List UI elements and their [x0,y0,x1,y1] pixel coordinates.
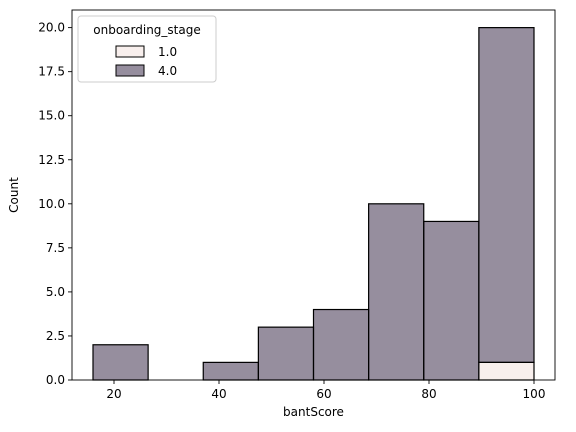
bars-layer [92,27,535,381]
legend-swatch-series-1 [115,45,145,58]
x-tick-label: 80 [421,387,436,401]
axes-layer: 20 40 60 80 100 0.0 2.5 5.0 7.5 10.0 12.5 15.0 17.5 2… [38,9,556,401]
bar-series-2-bin-1 [92,344,149,381]
x-axis-label: bantScore [283,405,344,419]
y-tick-label: 2.5 [46,329,65,343]
x-tick-label: 20 [106,387,121,401]
y-axis-label: Count [7,177,21,213]
bar-series-2-bin-3 [202,361,259,381]
plot-frame [71,9,556,381]
y-tick-label: 0.0 [46,373,65,387]
legend-swatch-series-2 [115,64,145,77]
legend-title: onboarding_stage [93,23,200,37]
bar-series-2-bin-7 [423,220,480,381]
y-tick-label: 17.5 [38,65,65,79]
legend-label-series-2: 4.0 [158,64,177,78]
x-tick-label: 100 [523,387,546,401]
bar-series-2-bin-4 [257,326,315,381]
bar-series-2-bin-6 [368,203,425,381]
bar-series-2-bin-5 [312,308,370,381]
y-tick-label: 5.0 [46,285,65,299]
x-tick-label: 60 [316,387,331,401]
legend-label-series-1: 1.0 [158,45,177,59]
x-tick-label: 40 [211,387,226,401]
legend-box [77,15,217,83]
bar-series-1-bin-8 [478,361,535,381]
y-tick-label: 12.5 [38,153,65,167]
y-tick-label: 10.0 [38,197,65,211]
y-tick-label: 15.0 [38,109,65,123]
bar-series-2-bin-8 [478,27,535,363]
y-tick-label: 7.5 [46,241,65,255]
legend: onboarding_stage 1.0 4.0 [77,15,217,83]
y-tick-label: 20.0 [38,21,65,35]
